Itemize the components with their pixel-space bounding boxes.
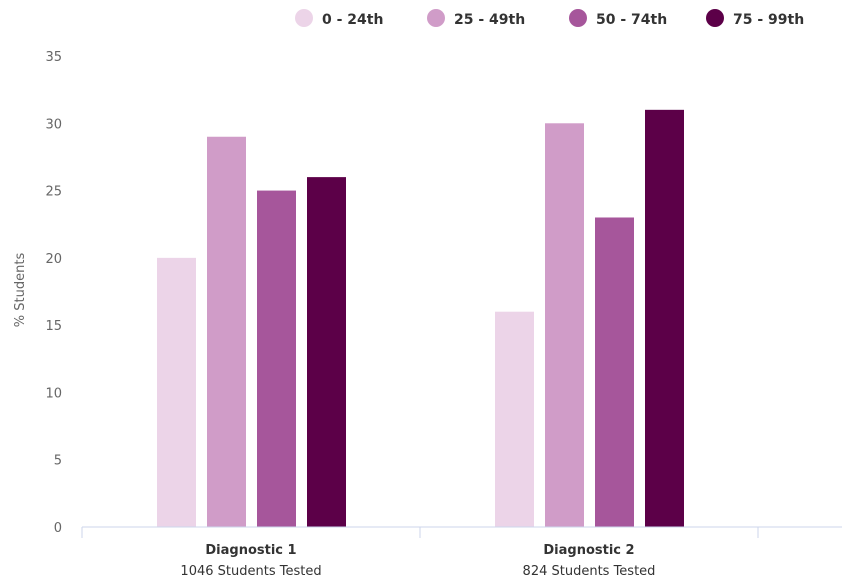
bar-4-1[interactable]	[307, 177, 346, 527]
legend-item-3[interactable]: 50 - 74th	[569, 9, 667, 28]
legend-marker	[569, 9, 587, 27]
legend-item-4[interactable]: 75 - 99th	[706, 9, 804, 28]
legend-label: 0 - 24th	[322, 12, 383, 28]
bar-3-2[interactable]	[595, 217, 634, 527]
legend-marker	[295, 9, 313, 27]
bar-2-2[interactable]	[545, 123, 584, 528]
legend-label: 25 - 49th	[454, 12, 525, 28]
bar-2-1[interactable]	[207, 136, 246, 527]
y-tick-label: 25	[45, 185, 62, 200]
x-axis: Diagnostic 1 1046 Students Tested Diagnost…	[81, 527, 759, 579]
bars	[157, 109, 684, 528]
bar-3-1[interactable]	[257, 190, 296, 528]
x-category-subtitle: 1046 Students Tested	[180, 564, 321, 579]
legend-label: 75 - 99th	[733, 12, 804, 28]
x-category-subtitle: 824 Students Tested	[523, 564, 656, 579]
y-tick-label: 5	[54, 454, 62, 469]
y-tick-label: 10	[45, 386, 62, 401]
y-tick-label: 35	[45, 50, 62, 65]
legend: 0 - 24th 25 - 49th 50 - 74th 75 - 99th	[295, 9, 804, 28]
legend-label: 50 - 74th	[596, 12, 667, 28]
x-category-label: Diagnostic 1	[205, 543, 296, 558]
y-tick-label: 0	[54, 521, 62, 536]
bar-1-1[interactable]	[157, 257, 196, 527]
y-tick-label: 15	[45, 319, 62, 334]
y-tick-label: 30	[45, 117, 62, 132]
bar-4-2[interactable]	[645, 109, 684, 527]
x-category-label: Diagnostic 2	[543, 543, 634, 558]
y-axis-title: % Students	[13, 253, 28, 328]
y-tick-label: 20	[45, 252, 62, 267]
y-axis: 0 5 10 15 20 25 30 35	[45, 50, 62, 536]
legend-item-1[interactable]: 0 - 24th	[295, 9, 383, 28]
legend-marker	[706, 9, 724, 27]
legend-marker	[427, 9, 445, 27]
legend-item-2[interactable]: 25 - 49th	[427, 9, 525, 28]
bar-1-2[interactable]	[495, 311, 534, 527]
